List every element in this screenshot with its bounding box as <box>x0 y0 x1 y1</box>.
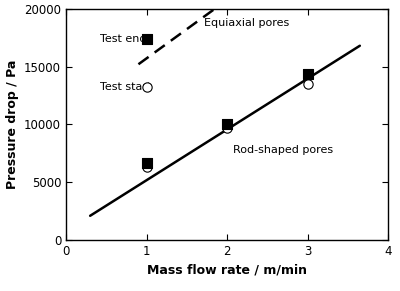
Text: Test end: Test end <box>100 34 146 44</box>
Point <box>224 125 230 130</box>
X-axis label: Mass flow rate / m/min: Mass flow rate / m/min <box>147 263 307 276</box>
Text: Rod-shaped pores: Rod-shaped pores <box>234 145 334 155</box>
Point <box>143 160 150 165</box>
Point <box>304 71 311 76</box>
Text: Equiaxial pores: Equiaxial pores <box>204 18 290 28</box>
Point <box>304 81 311 86</box>
Point <box>224 122 230 126</box>
Y-axis label: Pressure drop / Pa: Pressure drop / Pa <box>6 60 18 189</box>
Point <box>143 165 150 170</box>
Point <box>143 36 150 41</box>
Text: Test start: Test start <box>100 82 151 92</box>
Point <box>143 85 150 90</box>
